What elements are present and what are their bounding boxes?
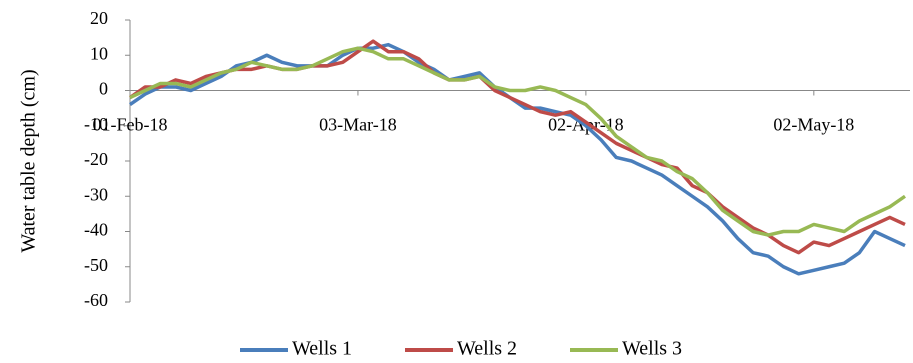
- x-tick-label: 02-May-18: [773, 115, 854, 135]
- y-tick-label: -60: [84, 290, 108, 310]
- y-tick-label: -20: [84, 149, 108, 169]
- y-tick-label: 10: [90, 43, 108, 63]
- y-tick-label: -30: [84, 184, 108, 204]
- series-line: [129, 42, 906, 276]
- y-tick-label: -50: [84, 255, 108, 275]
- series-line: [129, 39, 906, 255]
- legend-label: Wells 3: [622, 338, 682, 360]
- x-tick-label: 01-Feb-18: [93, 115, 168, 135]
- legend-label: Wells 2: [457, 338, 517, 360]
- series-line: [129, 46, 906, 237]
- y-axis-title: Water table depth (cm): [18, 69, 40, 252]
- y-tick-label: 20: [90, 8, 108, 28]
- y-tick-label: -40: [84, 220, 108, 240]
- legend-label: Wells 1: [292, 338, 352, 360]
- y-tick-label: 0: [99, 79, 108, 99]
- y-tick-label: -10: [84, 114, 108, 134]
- x-tick-label: 03-Mar-18: [319, 115, 397, 135]
